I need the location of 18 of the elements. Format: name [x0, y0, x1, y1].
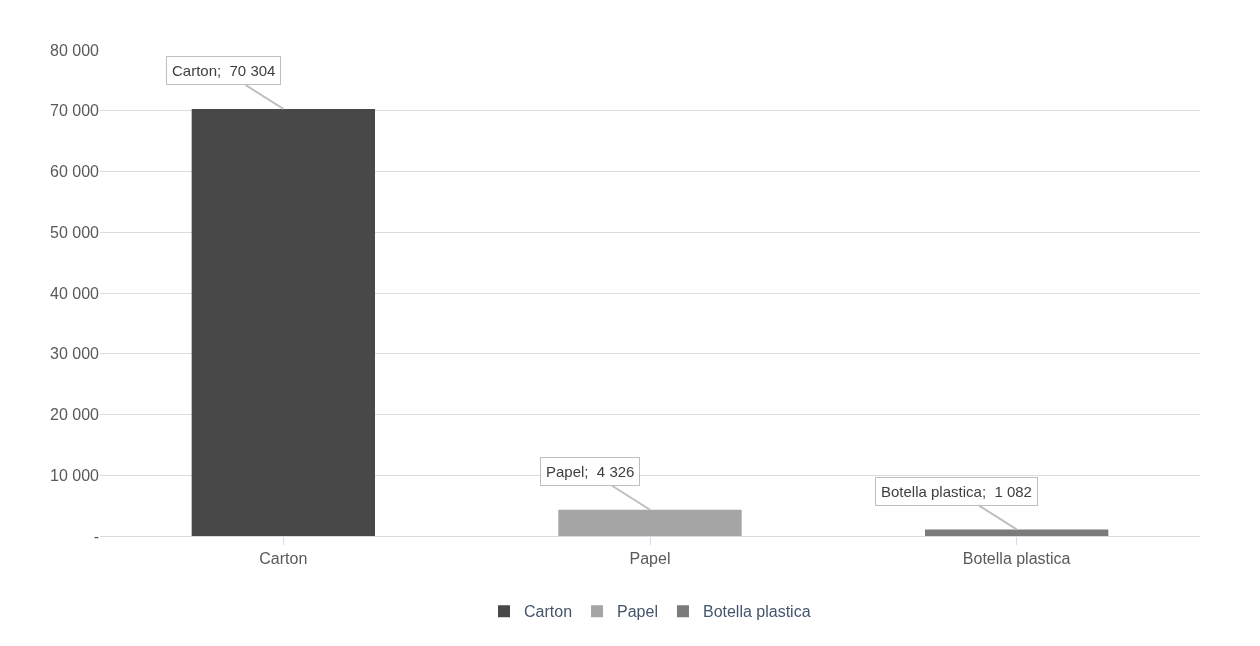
legend-label: Papel — [617, 603, 658, 621]
data-label: Carton; 70 304 — [172, 62, 276, 79]
y-tick-label: 80 000 — [50, 41, 100, 59]
y-tick-label: - — [93, 527, 99, 545]
x-tick-label: Botella plastica — [962, 550, 1071, 568]
data-label: Botella plastica; 1 082 — [881, 483, 1032, 500]
y-tick-label: 40 000 — [50, 284, 100, 302]
y-tick-label: 60 000 — [50, 163, 100, 181]
legend-label: Carton — [524, 603, 573, 621]
y-tick-label: 10 000 — [50, 466, 100, 484]
y-tick-label: 20 000 — [50, 406, 100, 424]
x-tick-label: Papel — [629, 550, 671, 568]
y-tick-label: 70 000 — [50, 102, 100, 120]
x-tick-label: Carton — [259, 550, 308, 568]
y-tick-label: 30 000 — [50, 345, 100, 363]
y-tick-label: 50 000 — [50, 223, 100, 241]
data-label: Papel; 4 326 — [546, 463, 635, 480]
legend-label: Botella plastica — [702, 603, 811, 621]
